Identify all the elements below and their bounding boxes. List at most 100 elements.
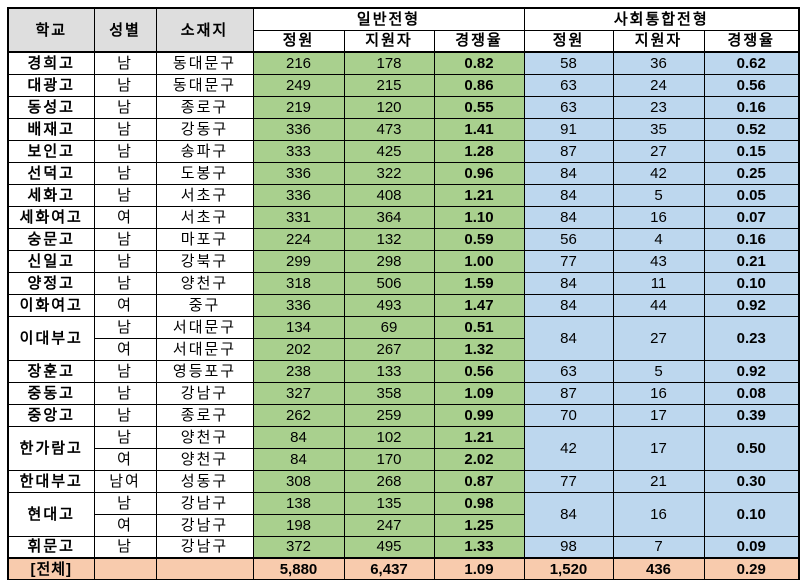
cell-general-ratio: 2.02 <box>433 447 525 471</box>
cell-social-applicants: 16 <box>612 205 705 229</box>
cell-social-applicants: 23 <box>612 95 705 119</box>
cell-social-applicants: 36 <box>612 51 705 75</box>
table-row: 대광고 남 동대문구 249 215 0.86 63 24 0.56 <box>7 73 800 97</box>
cell-location: 중구 <box>155 293 254 317</box>
cell-general-ratio: 1.10 <box>433 205 525 229</box>
cell-general-applicants: 69 <box>343 315 435 339</box>
cell-social-ratio: 0.62 <box>703 51 800 75</box>
cell-gender: 남 <box>93 95 157 119</box>
cell-general-quota: 249 <box>252 73 345 97</box>
cell-school: 중동고 <box>7 381 95 405</box>
cell-social-quota: 84 <box>523 161 614 185</box>
cell-location: 송파구 <box>155 139 254 163</box>
total-row: [전체] 5,880 6,437 1.09 1,520 436 0.29 <box>7 557 800 580</box>
cell-general-ratio: 0.59 <box>433 227 525 251</box>
table-row: 중동고 남 강남구 327 358 1.09 87 16 0.08 <box>7 381 800 405</box>
cell-social-quota: 84 <box>523 491 614 537</box>
cell-general-ratio: 0.98 <box>433 491 525 515</box>
cell-gender: 여 <box>93 513 157 537</box>
cell-general-ratio: 0.99 <box>433 403 525 427</box>
table-row: 보인고 남 송파구 333 425 1.28 87 27 0.15 <box>7 139 800 163</box>
cell-general-ratio: 0.51 <box>433 315 525 339</box>
cell-general-applicants: 268 <box>343 469 435 493</box>
cell-general-quota: 84 <box>252 447 345 471</box>
cell-general-quota: 216 <box>252 51 345 75</box>
cell-social-applicants: 27 <box>612 315 705 361</box>
cell-gender: 남 <box>93 381 157 405</box>
header-general-quota: 정원 <box>252 29 345 53</box>
table-row: 한가람고 남 양천구 84 102 1.21 42 17 0.50 <box>7 425 800 471</box>
cell-general-ratio: 1.25 <box>433 513 525 537</box>
cell-social-applicants: 21 <box>612 469 705 493</box>
cell-general-quota: 198 <box>252 513 345 537</box>
total-label: [전체] <box>7 557 95 580</box>
cell-social-ratio: 0.16 <box>703 227 800 251</box>
cell-gender: 여 <box>93 447 157 471</box>
cell-general-ratio: 1.33 <box>433 535 525 559</box>
cell-location: 성동구 <box>155 469 254 493</box>
cell-general-ratio: 1.41 <box>433 117 525 141</box>
cell-social-ratio: 0.10 <box>703 491 800 537</box>
cell-general-quota: 336 <box>252 161 345 185</box>
header-location: 소재지 <box>155 7 254 53</box>
cell-general-quota: 318 <box>252 271 345 295</box>
cell-social-quota: 87 <box>523 381 614 405</box>
total-gender-cell <box>93 557 157 580</box>
cell-social-ratio: 0.07 <box>703 205 800 229</box>
cell-social-ratio: 0.92 <box>703 293 800 317</box>
cell-location: 도봉구 <box>155 161 254 185</box>
total-location-cell <box>155 557 254 580</box>
cell-social-applicants: 43 <box>612 249 705 273</box>
cell-general-applicants: 259 <box>343 403 435 427</box>
cell-school: 배재고 <box>7 117 95 141</box>
cell-social-ratio: 0.15 <box>703 139 800 163</box>
cell-social-ratio: 0.39 <box>703 403 800 427</box>
cell-general-ratio: 0.86 <box>433 73 525 97</box>
cell-school: 신일고 <box>7 249 95 273</box>
cell-location: 영등포구 <box>155 359 254 383</box>
cell-social-quota: 84 <box>523 205 614 229</box>
header-row-sub: 정원 지원자 경쟁율 정원 지원자 경쟁율 <box>8 29 800 53</box>
cell-social-ratio: 0.21 <box>703 249 800 273</box>
cell-general-quota: 138 <box>252 491 345 515</box>
cell-general-applicants: 247 <box>343 513 435 537</box>
cell-social-ratio: 0.50 <box>703 425 800 471</box>
cell-general-applicants: 298 <box>343 249 435 273</box>
cell-gender: 남 <box>93 425 157 449</box>
cell-social-quota: 70 <box>523 403 614 427</box>
cell-general-applicants: 495 <box>343 535 435 559</box>
cell-gender: 남 <box>93 271 157 295</box>
cell-school: 동성고 <box>7 95 95 119</box>
cell-general-quota: 224 <box>252 227 345 251</box>
cell-social-applicants: 17 <box>612 403 705 427</box>
cell-social-applicants: 16 <box>612 381 705 405</box>
table-row: 세화고 남 서초구 336 408 1.21 84 5 0.05 <box>7 183 800 207</box>
cell-location: 강동구 <box>155 117 254 141</box>
cell-school: 경희고 <box>7 51 95 75</box>
cell-social-ratio: 0.05 <box>703 183 800 207</box>
header-social-applicants: 지원자 <box>612 29 705 53</box>
cell-general-quota: 331 <box>252 205 345 229</box>
cell-general-quota: 327 <box>252 381 345 405</box>
table-row: 여 양천구 84 170 2.02 <box>8 447 799 471</box>
cell-general-quota: 202 <box>252 337 345 361</box>
total-general-ratio: 1.09 <box>433 557 525 580</box>
table-row: 동성고 남 종로구 219 120 0.55 63 23 0.16 <box>7 95 800 119</box>
cell-location: 동대문구 <box>155 73 254 97</box>
cell-general-applicants: 170 <box>343 447 435 471</box>
cell-general-quota: 299 <box>252 249 345 273</box>
header-group-general: 일반전형 <box>252 7 525 31</box>
cell-social-applicants: 5 <box>612 183 705 207</box>
cell-gender: 남 <box>93 227 157 251</box>
table-header: 학교 성별 소재지 일반전형 사회통합전형 정원 지원자 경쟁율 정원 지원자 … <box>7 7 800 53</box>
table-row: 중앙고 남 종로구 262 259 0.99 70 17 0.39 <box>7 403 800 427</box>
cell-general-quota: 238 <box>252 359 345 383</box>
cell-gender: 남 <box>93 139 157 163</box>
table-row: 숭문고 남 마포구 224 132 0.59 56 4 0.16 <box>7 227 800 251</box>
cell-social-ratio: 0.10 <box>703 271 800 295</box>
cell-location: 서초구 <box>155 205 254 229</box>
cell-general-ratio: 0.82 <box>433 51 525 75</box>
cell-social-quota: 77 <box>523 469 614 493</box>
cell-gender: 남 <box>93 403 157 427</box>
cell-location: 양천구 <box>155 425 254 449</box>
